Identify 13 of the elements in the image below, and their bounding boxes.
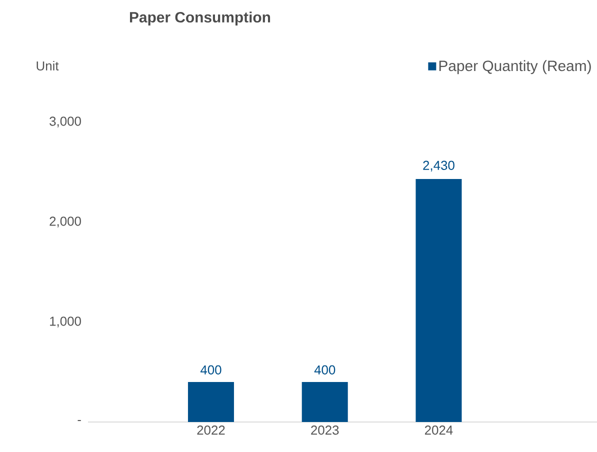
legend-label: Paper Quantity (Ream) — [439, 60, 591, 74]
chart-title: Paper Consumption — [130, 12, 270, 26]
x-tick-label: 2022 — [197, 426, 225, 435]
data-label: 400 — [200, 365, 222, 374]
data-label: 400 — [314, 365, 336, 374]
y-tick-label: 3,000 — [50, 116, 81, 128]
x-tick-label: 2023 — [311, 426, 339, 435]
y-tick-label: 1,000 — [50, 316, 81, 328]
data-label: 2,430 — [423, 160, 454, 172]
y-tick-label: - — [78, 420, 81, 422]
x-tick-label: 2024 — [424, 426, 453, 435]
y-tick-label: 2,000 — [50, 216, 81, 228]
y-axis-title: Unit — [36, 60, 59, 70]
